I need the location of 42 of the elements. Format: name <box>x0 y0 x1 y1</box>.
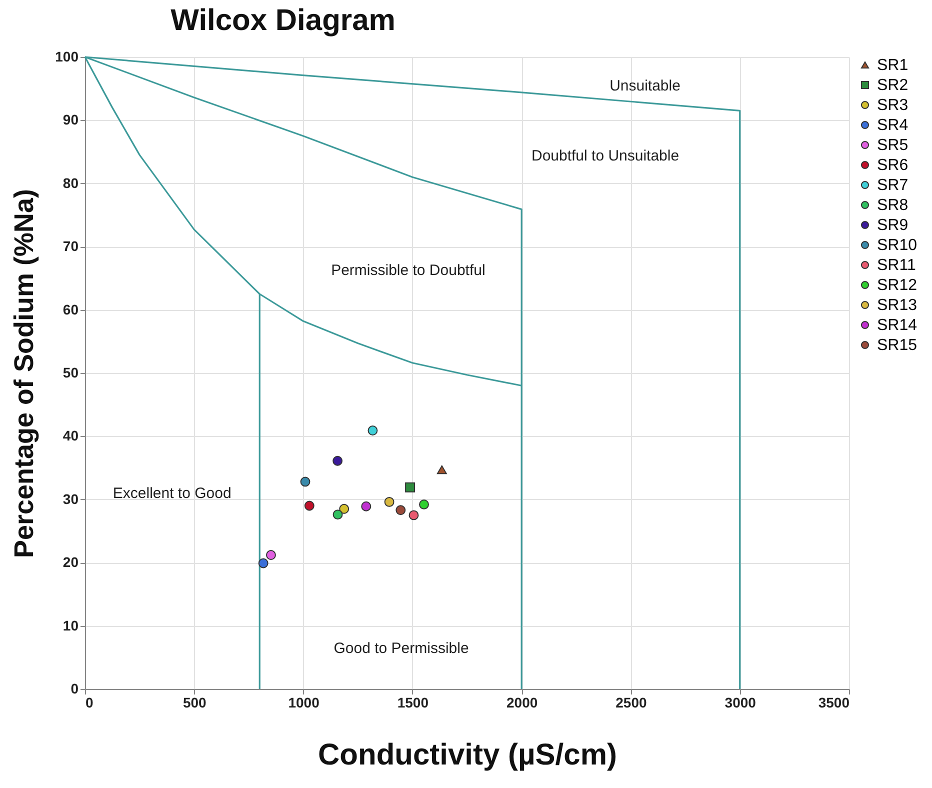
legend-label: SR14 <box>877 317 918 334</box>
y-tick-label: 20 <box>62 554 79 570</box>
y-tick-label: 70 <box>62 238 79 254</box>
x-tick-label: 1500 <box>397 694 429 710</box>
annotation: Good to Permissible <box>334 640 469 657</box>
y-axis-title: Percentage of Sodium (%Na) <box>9 188 40 558</box>
y-tick-label: 80 <box>62 174 79 191</box>
y-tick-label: 0 <box>70 680 79 696</box>
legend-label: SR9 <box>877 217 908 234</box>
legend-label: SR8 <box>877 197 908 214</box>
legend-label: SR3 <box>877 97 908 114</box>
y-tick-label: 60 <box>62 301 79 318</box>
x-tick-label: 3000 <box>724 694 756 710</box>
legend-label: SR13 <box>877 297 918 314</box>
x-tick-label: 2500 <box>616 694 647 710</box>
x-axis-title: Conductivity (µS/cm) <box>318 738 617 772</box>
x-tick-label: 3500 <box>818 694 850 710</box>
y-tick-label: 100 <box>55 48 79 64</box>
legend-label: SR15 <box>877 337 918 354</box>
legend-label: SR10 <box>877 237 918 254</box>
y-tick-label: 30 <box>62 490 79 507</box>
x-tick-label: 0 <box>86 694 94 710</box>
legend-label: SR12 <box>877 277 918 294</box>
chart-title: Wilcox Diagram <box>170 4 396 37</box>
y-tick-label: 90 <box>62 112 79 128</box>
annotation: Doubtful to Unsuitable <box>531 148 680 165</box>
legend-label: SR5 <box>877 137 908 154</box>
x-tick-label: 500 <box>182 694 207 710</box>
legend-label: SR6 <box>877 157 908 174</box>
legend-label: SR2 <box>877 77 908 94</box>
x-tick-label: 1000 <box>288 694 320 710</box>
legend-label: SR4 <box>877 117 908 134</box>
y-tick-label: 50 <box>62 364 79 380</box>
annotation: Unsuitable <box>610 77 680 94</box>
y-tick-label: 10 <box>62 617 79 634</box>
legend-label: SR7 <box>877 177 908 194</box>
legend-label: SR1 <box>877 57 908 74</box>
x-tick-label: 2000 <box>506 694 538 710</box>
annotation: Permissible to Doubtful <box>331 262 486 279</box>
legend-label: SR11 <box>877 257 916 274</box>
annotation: Excellent to Good <box>112 485 232 502</box>
y-tick-label: 40 <box>62 428 79 444</box>
